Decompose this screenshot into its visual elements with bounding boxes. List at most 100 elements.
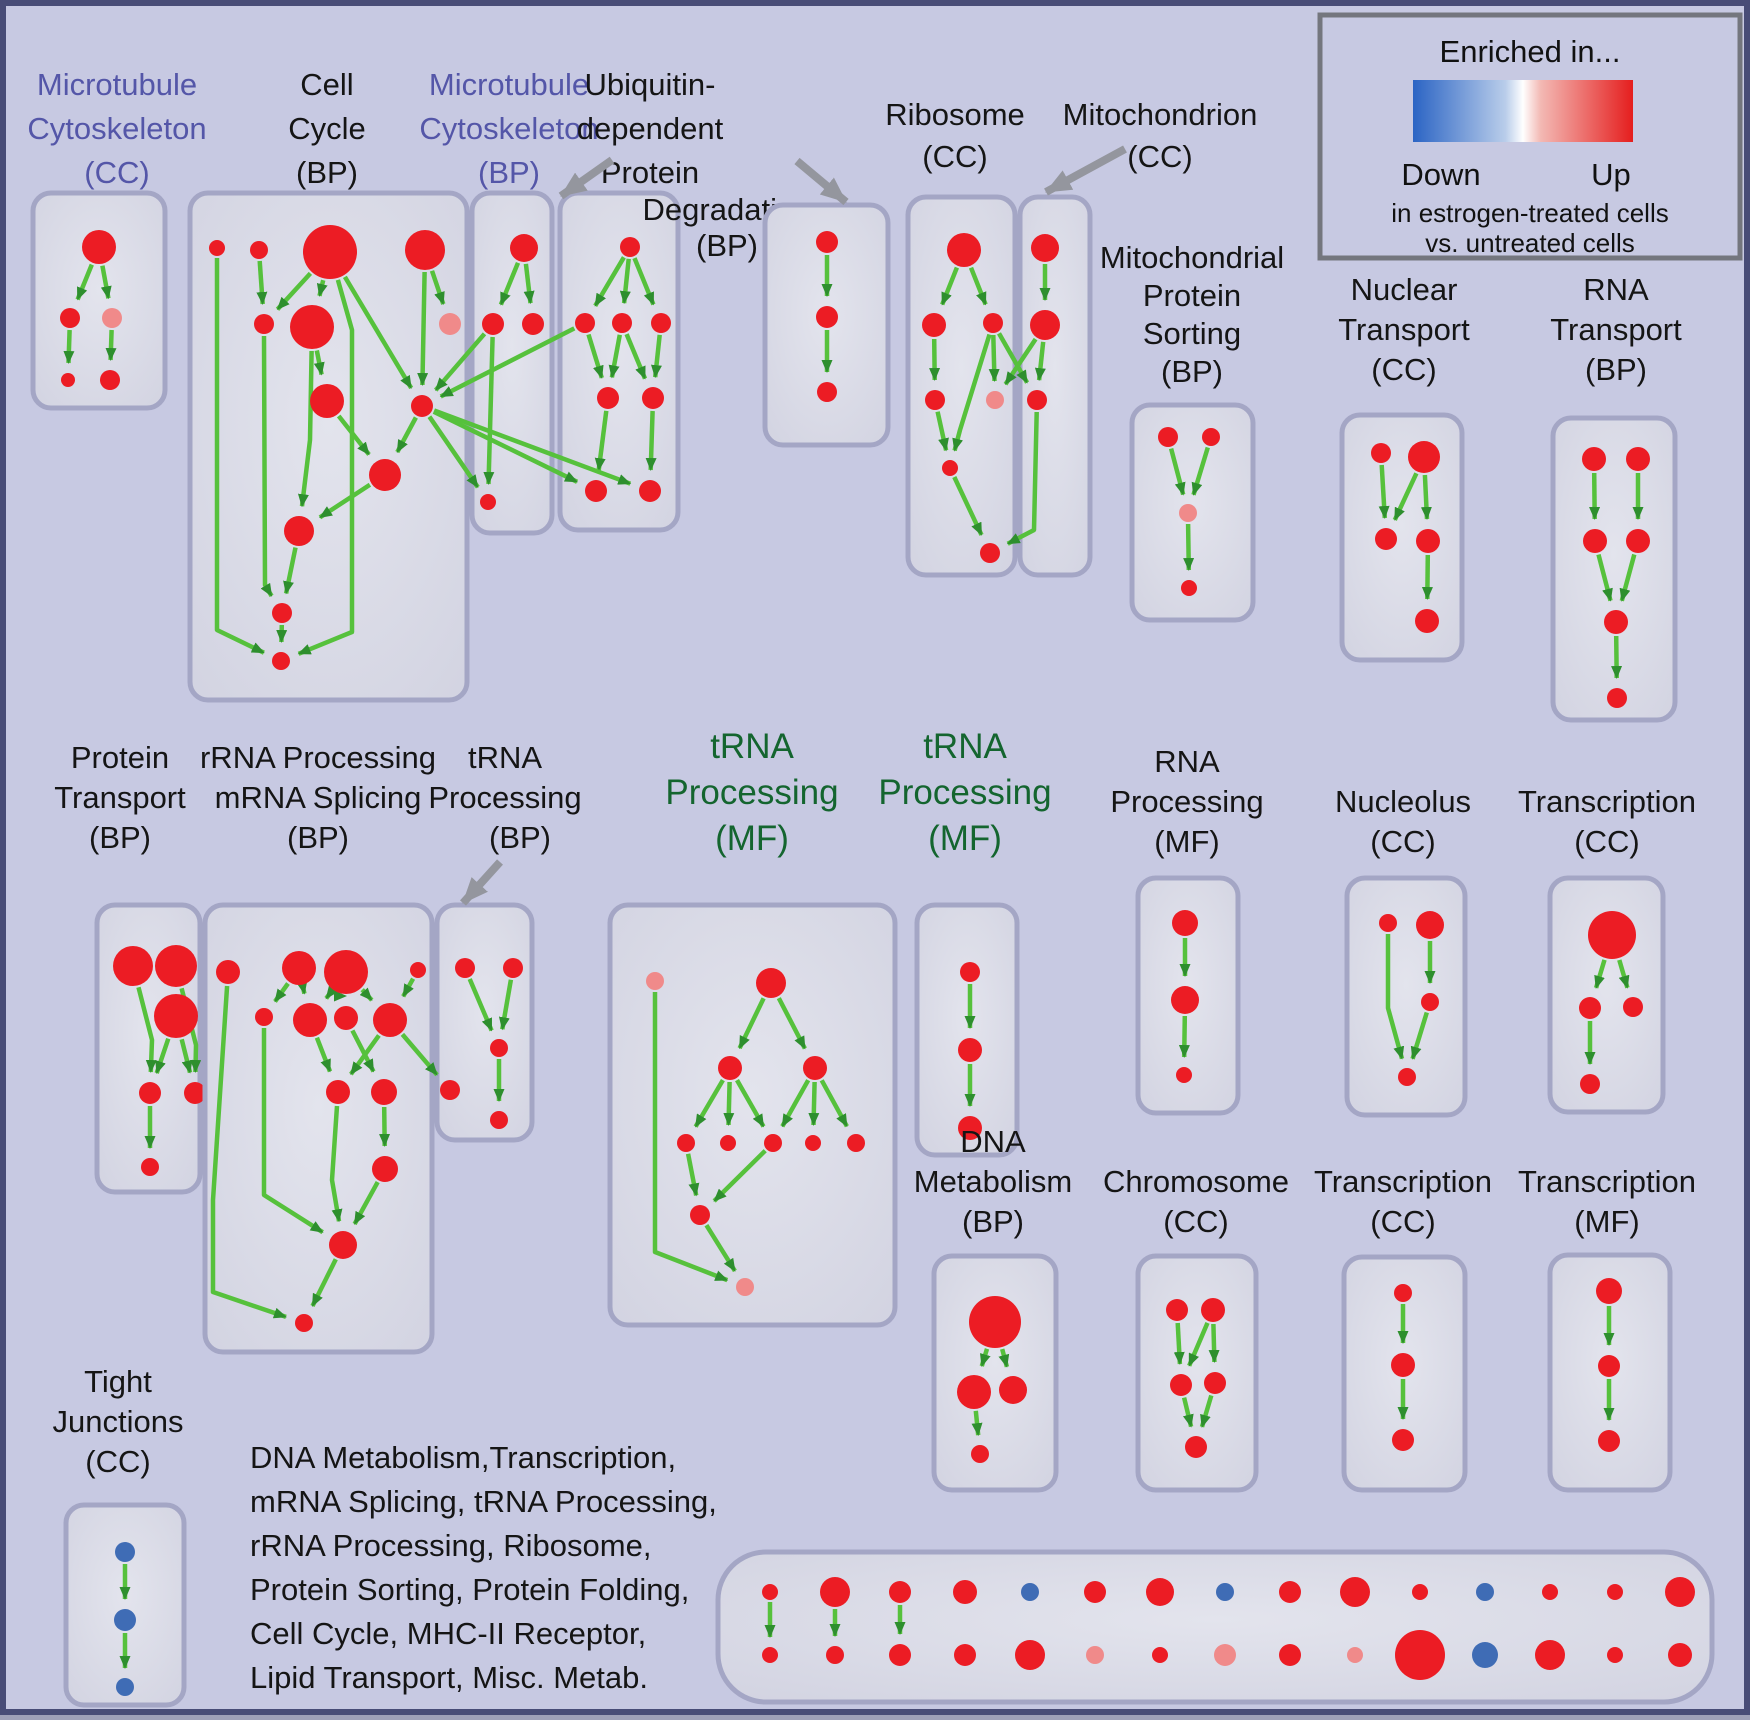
go-node-protein-transport-PT2 (155, 945, 197, 987)
cluster-label-ribosome-cc: (CC) (922, 139, 987, 174)
cluster-label-nucleolus-cc: (CC) (1370, 824, 1435, 859)
cluster-label-protein-transport: (BP) (89, 820, 151, 855)
go-node-cell-cycle-m (272, 652, 290, 670)
go-node-ubiquitin-network-R4a (585, 480, 607, 502)
go-node-transcription-mf-B (1598, 1430, 1620, 1452)
go-node-ubiquitin-network-R3a (597, 387, 619, 409)
strip-node-bottom-4 (954, 1644, 976, 1666)
edge (1188, 524, 1189, 570)
go-node-transcription-cc-upper-B (1580, 1074, 1600, 1094)
cluster-label-trna-processing-bp: tRNA (468, 740, 542, 775)
cluster-label-trna-processing-mf-small: Processing (878, 773, 1051, 812)
cluster-label-transcription-mf: Transcription (1518, 1164, 1696, 1199)
strip-node-top-9 (1279, 1581, 1301, 1603)
go-node-trna-processing-mf-large-LP (736, 1278, 754, 1296)
go-node-transcription-cc-upper-M2 (1623, 997, 1643, 1017)
go-node-rna-transport-RJ (1604, 610, 1628, 634)
edge (1382, 465, 1385, 518)
go-node-nuclear-transport-NM1 (1375, 528, 1397, 550)
cluster-label-nuclear-transport: Transport (1338, 312, 1470, 347)
go-node-rna-processing-mf-r1 (1172, 910, 1198, 936)
go-node-trna-processing-mf-large-B4 (805, 1135, 821, 1151)
legend-gradient-bar (1413, 80, 1633, 142)
strip-node-bottom-8 (1214, 1644, 1236, 1666)
go-node-nucleolus-cc-M (1421, 993, 1439, 1011)
go-node-rna-transport-RM1 (1583, 529, 1607, 553)
go-node-ribosome-cc-G (980, 543, 1000, 563)
go-node-microtubule-cc-A (82, 230, 116, 264)
go-node-trna-processing-mf-large-B1 (677, 1134, 695, 1152)
cluster-label-mitochondrion-cc: Mitochondrion (1063, 97, 1258, 132)
strip-node-top-1 (762, 1584, 778, 1600)
cluster-label-trna-processing-mf-large: tRNA (710, 727, 794, 766)
go-node-trna-processing-mf-large-B5 (847, 1134, 865, 1152)
note-line: Protein Sorting, Protein Folding, (250, 1572, 689, 1607)
go-node-trna-processing-mf-large-BIG (756, 968, 786, 998)
go-node-cell-cycle-j (369, 459, 401, 491)
strip-node-top-2 (820, 1577, 850, 1607)
go-node-trna-processing-bp-TB2 (503, 958, 523, 978)
strip-node-top-7 (1146, 1578, 1174, 1606)
go-node-rrna-processing-mrna-splicing-S3 (334, 1006, 358, 1030)
cluster-label-ubiquitin-network: Protein (601, 155, 699, 190)
cluster-label-nuclear-transport: Nuclear (1351, 272, 1458, 307)
go-node-cell-cycle-b (250, 241, 268, 259)
cluster-ubiquitin-chain (765, 205, 888, 445)
cluster-label-trna-processing-mf-large: (MF) (715, 819, 789, 858)
cluster-label-rna-processing-mf: (MF) (1154, 824, 1219, 859)
go-node-rna-processing-mf-r2 (1171, 986, 1199, 1014)
cluster-label-ubiquitin-network: dependent (577, 111, 724, 146)
go-node-trna-processing-bp-TB1 (455, 958, 475, 978)
go-node-transcription-cc-upper-XL (1588, 911, 1636, 959)
strip-node-top-6 (1084, 1581, 1106, 1603)
go-node-trna-processing-mf-large-PKT (646, 972, 664, 990)
edge (111, 330, 112, 360)
legend-down-label: Down (1401, 157, 1480, 192)
cluster-label-mitochondrion-cc: (CC) (1127, 139, 1192, 174)
edge (1178, 1323, 1180, 1364)
go-node-rna-transport-RT1 (1582, 447, 1606, 471)
go-node-mitochondrial-protein-sorting-s1 (1158, 427, 1178, 447)
go-node-nuclear-transport-NB (1415, 609, 1439, 633)
edge (729, 1082, 730, 1125)
go-node-rna-transport-RM2 (1626, 529, 1650, 553)
strip-node-bottom-2 (826, 1646, 844, 1664)
go-node-microtubule-cc-C (102, 308, 122, 328)
edge (260, 261, 263, 304)
go-node-dna-metabolism-ML (957, 1375, 991, 1409)
go-node-ubiquitin-network-R2a (575, 313, 595, 333)
go-node-ribosome-cc-E (986, 391, 1004, 409)
note-line: DNA Metabolism,Transcription, (250, 1440, 676, 1475)
edge (993, 335, 994, 381)
cluster-label-chromosome-cc: (CC) (1163, 1204, 1228, 1239)
cluster-box-misc-strip (718, 1552, 1712, 1702)
go-node-rrna-processing-mrna-splicing-S4 (373, 1003, 407, 1037)
go-node-ubiquitin-chain-c1 (816, 231, 838, 253)
cluster-label-tight-junctions: Junctions (53, 1404, 184, 1439)
go-node-tight-junctions-j1 (115, 1542, 135, 1562)
strip-node-bottom-3 (889, 1644, 911, 1666)
strip-node-top-15 (1665, 1577, 1695, 1607)
cluster-label-transcription-cc-lower: (CC) (1370, 1204, 1435, 1239)
go-node-ubiquitin-network-R2b (612, 313, 632, 333)
go-node-cell-cycle-h (310, 384, 344, 418)
go-node-nuclear-transport-NS (1371, 443, 1391, 463)
cluster-label-microtubule-bp: Cytoskeleton (419, 111, 598, 146)
go-node-ribosome-cc-C (983, 313, 1003, 333)
cluster-label-protein-transport: Transport (54, 780, 186, 815)
go-node-mitochondrion-cc-MA (1031, 234, 1059, 262)
go-node-ubiquitin-network-R2c (651, 313, 671, 333)
cluster-label-chromosome-cc: Chromosome (1103, 1164, 1289, 1199)
cluster-label-ubiquitin-network: Ubiquitin- (585, 67, 716, 102)
go-node-rrna-processing-mrna-splicing-P (329, 1231, 357, 1259)
cluster-label-transcription-cc-upper: Transcription (1518, 784, 1696, 819)
go-node-microtubule-cc-D (61, 373, 75, 387)
go-node-dna-metabolism-B (971, 1445, 989, 1463)
go-node-rrna-processing-mrna-splicing-T1 (326, 1080, 350, 1104)
go-node-transcription-cc-lower-M (1391, 1353, 1415, 1377)
